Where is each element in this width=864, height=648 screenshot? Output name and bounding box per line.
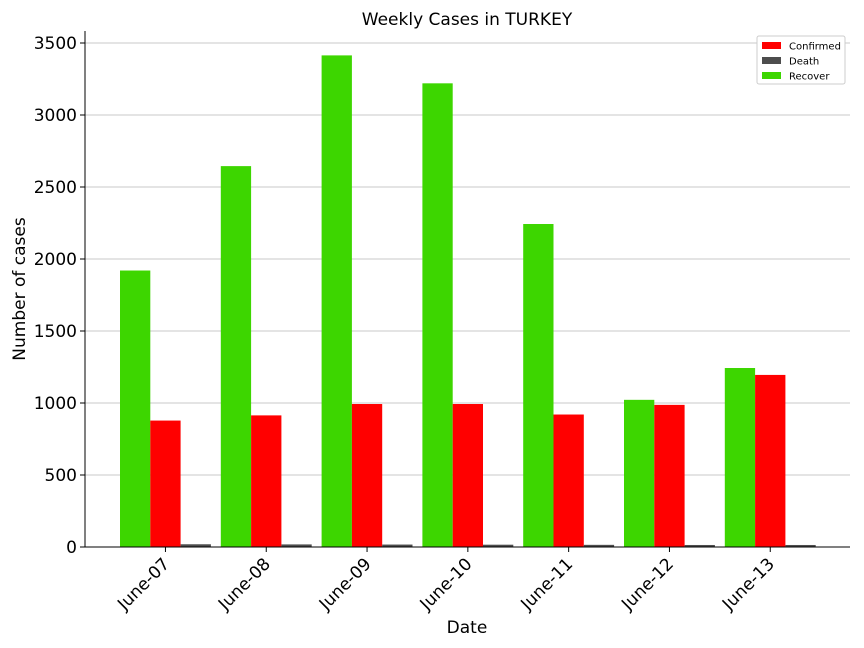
bar-death-june-09 bbox=[382, 544, 413, 547]
bar-recover-june-09 bbox=[321, 55, 352, 547]
bar-confirmed-june-11 bbox=[553, 414, 584, 547]
bar-confirmed-june-08 bbox=[251, 415, 282, 547]
bar-recover-june-13 bbox=[724, 368, 756, 547]
legend-swatch-recover bbox=[762, 72, 781, 79]
y-tick-label: 1500 bbox=[34, 322, 77, 342]
legend-swatch-death bbox=[762, 57, 781, 64]
x-tick-label: June-13 bbox=[718, 554, 779, 615]
legend-label-death: Death bbox=[789, 57, 819, 68]
bar-death-june-07 bbox=[180, 544, 211, 547]
chart-title: Weekly Cases in TURKEY bbox=[362, 10, 573, 30]
bars bbox=[120, 55, 816, 547]
y-tick-label: 3000 bbox=[34, 106, 77, 126]
y-tick-label: 2000 bbox=[34, 250, 77, 270]
x-tick-label: June-11 bbox=[517, 554, 578, 615]
bar-recover-june-11 bbox=[523, 224, 554, 547]
y-ticks: 0 500 1000 1500 2000 2500 3000 3500 bbox=[34, 34, 85, 558]
x-tick-label: June-12 bbox=[617, 554, 678, 615]
x-axis-label: Date bbox=[447, 618, 488, 638]
bar-recover-june-12 bbox=[624, 399, 655, 547]
bar-confirmed-june-13 bbox=[755, 374, 786, 547]
legend-label-confirmed: Confirmed bbox=[789, 42, 841, 53]
bar-confirmed-june-07 bbox=[150, 420, 181, 547]
x-tick-label: June-08 bbox=[214, 554, 275, 615]
y-tick-label: 2500 bbox=[34, 178, 77, 198]
x-tick-label: June-10 bbox=[416, 554, 477, 615]
x-tick-label: June-07 bbox=[113, 554, 174, 615]
legend-swatch-confirmed bbox=[762, 42, 781, 49]
y-tick-label: 3500 bbox=[34, 34, 77, 54]
bar-confirmed-june-12 bbox=[654, 404, 685, 547]
y-tick-label: 0 bbox=[66, 538, 77, 558]
gridlines bbox=[85, 42, 850, 476]
bar-recover-june-08 bbox=[220, 166, 252, 547]
bar-confirmed-june-09 bbox=[351, 404, 383, 547]
x-tick-label: June-09 bbox=[315, 554, 376, 615]
y-tick-label: 1000 bbox=[34, 394, 77, 414]
legend-label-recover: Recover bbox=[789, 72, 830, 83]
bar-confirmed-june-10 bbox=[452, 404, 483, 547]
bar-recover-june-07 bbox=[120, 270, 151, 547]
bar-death-june-11 bbox=[583, 544, 615, 547]
bar-death-june-12 bbox=[684, 544, 715, 547]
x-ticks: June-07 June-08 June-09 June-10 June-11 June-… bbox=[113, 547, 779, 615]
bar-death-june-08 bbox=[281, 544, 312, 547]
bar-death-june-13 bbox=[785, 544, 816, 547]
legend: Confirmed Death Recover bbox=[756, 35, 846, 85]
y-axis-label: Number of cases bbox=[10, 217, 30, 361]
bar-death-june-10 bbox=[483, 544, 514, 547]
y-tick-label: 500 bbox=[45, 466, 77, 486]
bar-recover-june-10 bbox=[422, 83, 453, 547]
